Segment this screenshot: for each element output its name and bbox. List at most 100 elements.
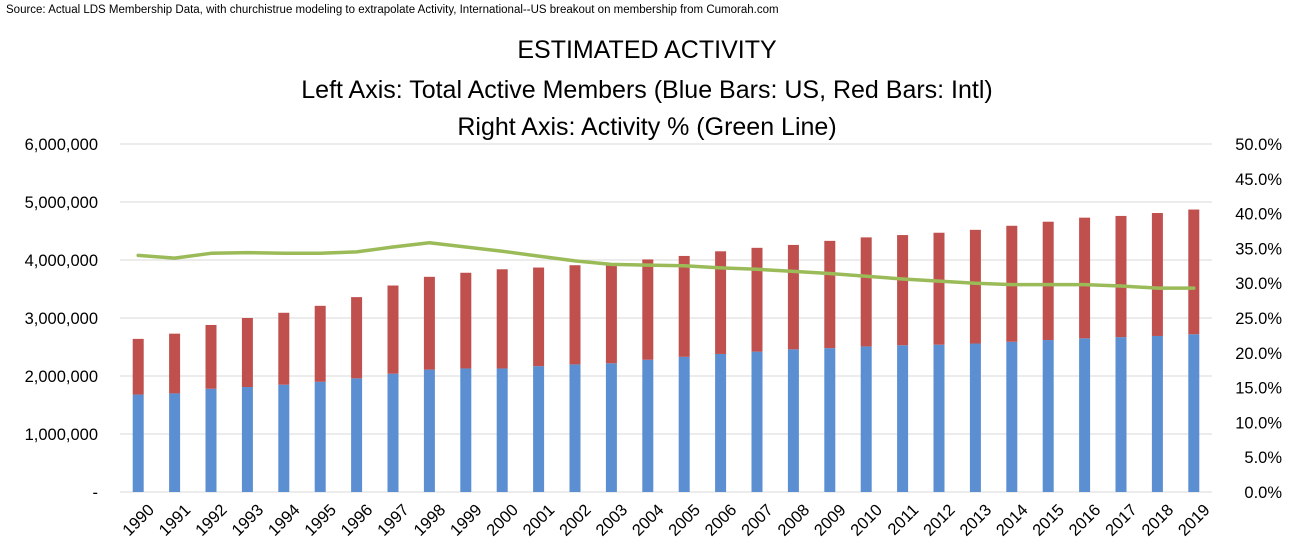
right-tick-label: 20.0% [1235,345,1282,363]
bar-us [824,348,836,492]
bar-us [387,373,399,492]
right-tick-label: 25.0% [1235,310,1282,328]
x-tick-label: 1991 [156,501,195,540]
bar-us [1079,338,1091,492]
bar-us [351,378,363,492]
bar-intl [169,333,181,394]
bar-us [860,346,872,492]
x-tick-label: 2002 [556,501,595,540]
x-tick-label: 2019 [1175,501,1214,540]
bar-us [897,345,909,492]
bar-intl [933,232,945,345]
right-tick-label: 35.0% [1235,240,1282,258]
right-tick-label: 10.0% [1235,414,1282,432]
right-tick-label: 0.0% [1244,484,1282,502]
bar-intl [1115,215,1127,338]
x-tick-label: 1994 [265,501,304,540]
bar-us [496,368,508,492]
right-tick-label: 45.0% [1235,171,1282,189]
bar-intl [1188,209,1200,335]
left-tick-label: - [93,484,99,502]
x-tick-label: 1992 [192,501,231,540]
bar-us [460,368,472,492]
bar-intl [897,235,909,346]
bar-us [278,384,290,492]
x-tick-label: 2001 [520,501,559,540]
bar-intl [423,276,435,370]
source-note: Source: Actual LDS Membership Data, with… [6,4,779,16]
bar-intl [496,269,508,369]
x-tick-label: 1993 [228,501,267,540]
x-tick-label: 2003 [592,501,631,540]
x-tick-label: 1997 [374,501,413,540]
bar-us [1006,341,1018,492]
bars [132,209,1200,492]
left-tick-label: 1,000,000 [25,426,98,444]
bar-us [1151,335,1163,492]
right-axis-ticks: 0.0% 5.0% 10.0% 15.0% 20.0% 25.0% 30.0% 35.0% 40… [1235,136,1282,502]
right-tick-label: 5.0% [1244,449,1282,467]
x-tick-label: 2011 [885,501,923,539]
bar-us [751,351,763,492]
bar-intl [1042,221,1054,341]
x-tick-label: 2013 [956,501,995,540]
bar-intl [533,267,545,367]
x-tick-label: 2009 [811,501,850,540]
bar-intl [751,247,763,352]
bar-intl [1151,213,1163,336]
x-tick-label: 2018 [1138,501,1177,540]
x-tick-label: 1999 [447,501,486,540]
bar-intl [787,244,799,350]
x-tick-label: 2008 [774,501,813,540]
bar-intl [1079,217,1091,339]
left-tick-label: 6,000,000 [25,136,98,154]
bar-intl [715,251,727,354]
right-tick-label: 30.0% [1235,275,1282,293]
x-tick-label: 2014 [993,501,1032,540]
bar-us [1042,340,1054,492]
bar-intl [605,263,617,364]
bar-us [642,359,654,492]
chart-subtitle-left-axis: Left Axis: Total Active Members (Blue Ba… [301,76,993,104]
bar-intl [314,305,326,382]
bar-intl [351,297,363,379]
bar-intl [969,229,981,344]
bar-intl [569,265,581,365]
x-tick-label: 1995 [301,501,340,540]
bar-intl [278,312,290,385]
bar-us [787,349,799,492]
left-axis-ticks: - 1,000,000 2,000,000 3,000,000 4,000,000 5,0… [25,136,98,502]
right-tick-label: 50.0% [1235,136,1282,154]
x-tick-label: 2005 [665,501,704,540]
x-tick-label: 2007 [738,501,777,540]
bar-us [241,387,253,492]
bar-us [933,344,945,492]
bar-intl [387,285,399,374]
bar-us [969,343,981,492]
bar-us [678,356,690,492]
bar-us [605,363,617,492]
bar-us [314,381,326,492]
left-tick-label: 4,000,000 [25,252,98,270]
x-axis-ticks: 1990199119921993199419951996199719981999… [119,501,1213,540]
x-tick-label: 2000 [483,501,522,540]
x-tick-label: 2010 [847,501,886,540]
bar-us [205,388,217,492]
x-tick-label: 2016 [1066,501,1105,540]
bar-us [1188,334,1200,492]
left-tick-label: 3,000,000 [25,310,98,328]
bar-intl [642,259,654,360]
bar-intl [241,318,253,388]
x-tick-label: 1990 [119,501,158,540]
bar-intl [860,237,872,347]
left-tick-label: 5,000,000 [25,194,98,212]
activity-line [136,241,1196,290]
bar-intl [205,324,217,389]
x-tick-label: 1996 [338,501,377,540]
bar-us [132,394,144,492]
bar-us [1115,337,1127,492]
x-tick-label: 2017 [1102,501,1141,540]
bar-us [715,353,727,492]
bar-us [533,366,545,492]
chart-title: ESTIMATED ACTIVITY [517,36,777,64]
